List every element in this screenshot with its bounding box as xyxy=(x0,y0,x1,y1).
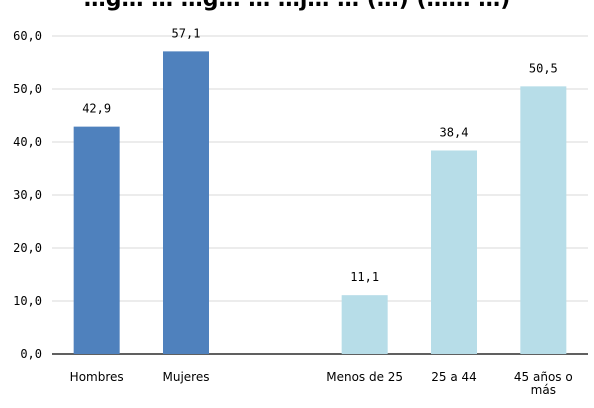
x-tick-label: Menos de 25 xyxy=(326,370,403,384)
data-label: 42,9 xyxy=(82,102,111,116)
x-tick-label: 25 a 44 xyxy=(431,370,477,384)
y-tick-label: 10,0 xyxy=(13,294,42,308)
bars xyxy=(73,51,567,355)
gridlines xyxy=(52,35,588,302)
y-tick-label: 40,0 xyxy=(13,135,42,149)
y-tick-label: 20,0 xyxy=(13,241,42,255)
bar xyxy=(431,150,477,354)
x-tick-label: más xyxy=(531,383,556,397)
x-tick-label: Hombres xyxy=(70,370,124,384)
x-tick-label: 45 años o xyxy=(514,370,573,384)
data-labels: 42,9 57,1 11,1 38,4 50,5 xyxy=(82,26,558,284)
x-axis-labels: Hombres Mujeres Menos de 25 25 a 44 45 años … xyxy=(70,370,573,397)
y-tick-label: 0,0 xyxy=(20,347,42,361)
bar xyxy=(341,295,388,354)
chart-title-text: …g… … …g… … …j… … (…) (…… …) xyxy=(84,0,511,12)
data-label: 57,1 xyxy=(172,26,201,40)
bar xyxy=(163,51,209,355)
data-label: 50,5 xyxy=(529,61,558,75)
y-tick-label: 50,0 xyxy=(13,82,42,96)
data-label: 38,4 xyxy=(440,125,469,139)
bar xyxy=(520,86,567,354)
bar xyxy=(73,126,120,354)
y-axis: 0,0 10,0 20,0 30,0 40,0 50,0 60,0 xyxy=(13,29,588,361)
y-tick-label: 30,0 xyxy=(13,188,42,202)
data-label: 11,1 xyxy=(350,270,379,284)
x-tick-label: Mujeres xyxy=(163,370,210,384)
y-tick-label: 60,0 xyxy=(13,29,42,43)
chart-title: …g… … …g… … …j… … (…) (…… …) xyxy=(0,0,594,12)
